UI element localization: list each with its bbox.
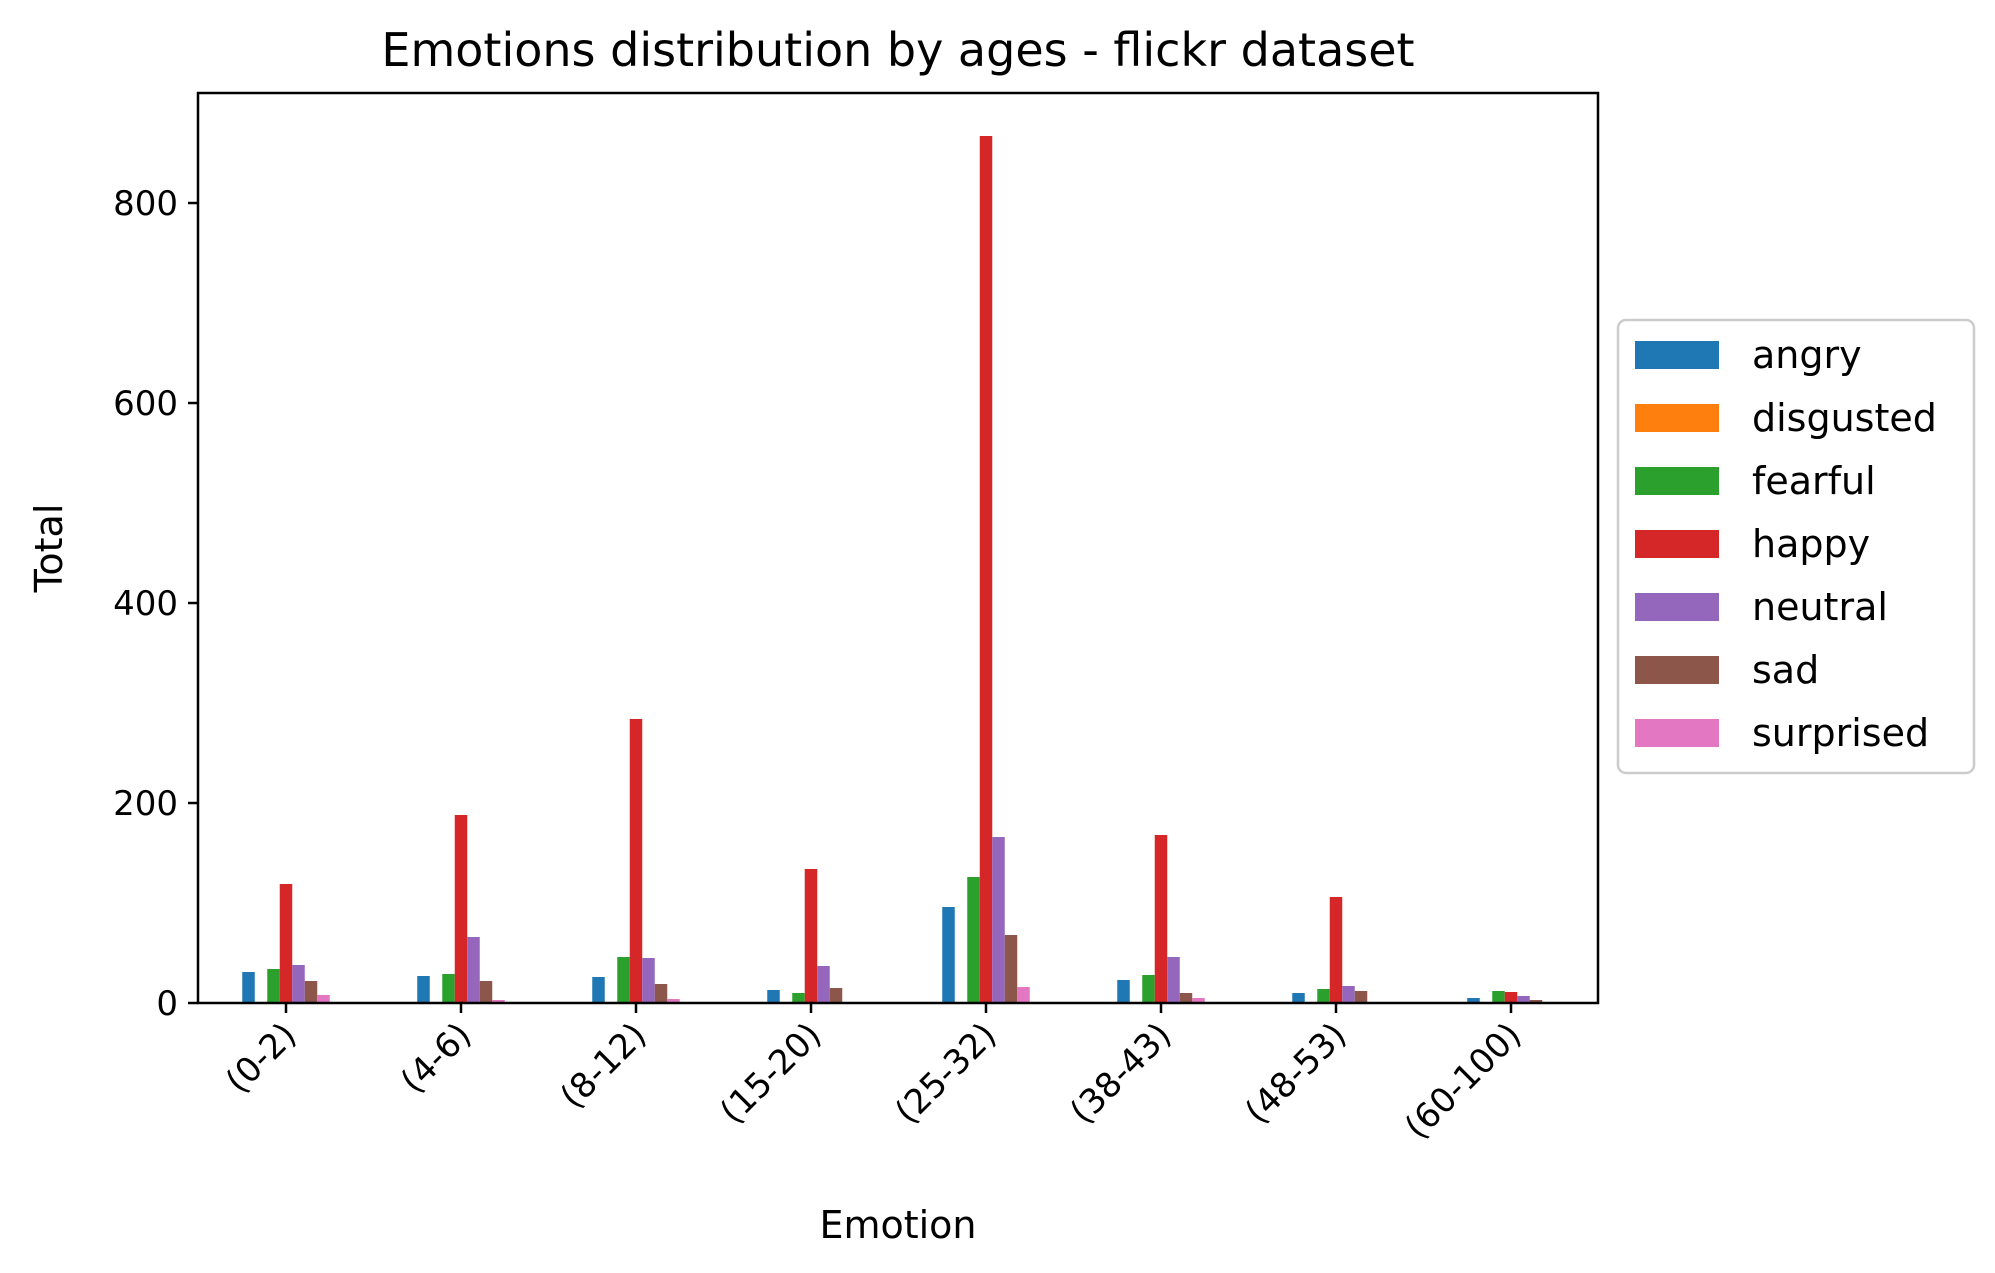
legend-label-happy: happy	[1752, 522, 1870, 566]
bar-sad-1	[479, 981, 493, 1003]
bar-happy-7	[1504, 992, 1518, 1003]
bar-neutral-3	[817, 966, 830, 1003]
bar-fearful-0	[267, 969, 280, 1003]
bar-angry-0	[242, 972, 255, 1003]
y-tick-label: 0	[156, 984, 178, 1024]
y-tick-label: 400	[113, 584, 178, 624]
bar-neutral-0	[292, 965, 305, 1003]
bar-fearful-5	[1142, 975, 1155, 1003]
legend-label-surprised: surprised	[1752, 711, 1929, 755]
bar-happy-2	[629, 719, 643, 1003]
bar-neutral-2	[642, 958, 655, 1003]
bar-neutral-4	[992, 837, 1005, 1003]
bar-fearful-3	[792, 993, 805, 1003]
bar-happy-1	[454, 815, 468, 1003]
bar-neutral-6	[1342, 986, 1355, 1003]
legend: angry disgusted fearful happy neutral sad surp…	[1616, 318, 1976, 775]
bar-sad-3	[829, 988, 843, 1003]
bar-fearful-2	[617, 957, 630, 1003]
x-tick-label: (38-43)	[1062, 1015, 1179, 1132]
bar-sad-6	[1354, 991, 1368, 1003]
legend-swatch-fearful	[1635, 467, 1719, 495]
x-tick-label: (8-12)	[553, 1015, 655, 1117]
bar-sad-4	[1004, 935, 1018, 1003]
bar-neutral-5	[1167, 957, 1180, 1003]
bar-happy-0	[279, 884, 293, 1003]
legend-label-neutral: neutral	[1752, 585, 1888, 629]
legend-swatch-angry	[1635, 341, 1719, 369]
bar-angry-4	[942, 907, 955, 1003]
bar-sad-7	[1529, 1000, 1543, 1003]
bar-happy-3	[804, 869, 818, 1003]
bar-fearful-6	[1317, 989, 1330, 1003]
bar-angry-5	[1117, 980, 1130, 1003]
bar-neutral-7	[1517, 996, 1530, 1003]
bar-angry-1	[417, 976, 430, 1003]
bar-sad-0	[304, 981, 318, 1003]
legend-swatch-happy	[1635, 530, 1719, 558]
legend-swatch-sad	[1635, 656, 1719, 684]
x-axis: (0-2) (4-6) (8-12) (15-20) (25-32) (38-43) (48…	[218, 1003, 1529, 1147]
bar-sad-2	[654, 984, 668, 1003]
bar-fearful-1	[442, 974, 455, 1003]
legend-label-disgusted: disgusted	[1752, 396, 1937, 440]
x-tick-label: (48-53)	[1237, 1015, 1354, 1132]
y-axis-label: Total	[27, 504, 71, 594]
legend-label-sad: sad	[1752, 648, 1819, 692]
bar-surprised-2	[667, 999, 680, 1003]
x-tick-label: (4-6)	[393, 1015, 479, 1101]
bar-angry-6	[1292, 993, 1305, 1003]
legend-swatch-neutral	[1635, 593, 1719, 621]
plot-frame	[196, 91, 1600, 1005]
legend-label-fearful: fearful	[1752, 459, 1876, 503]
bar-surprised-4	[1017, 987, 1030, 1003]
y-tick-label: 600	[113, 384, 178, 424]
bar-happy-5	[1154, 835, 1168, 1003]
x-tick-label: (25-32)	[887, 1015, 1004, 1132]
x-tick-label: (15-20)	[712, 1015, 829, 1132]
x-tick-label: (0-2)	[218, 1015, 304, 1101]
bar-angry-2	[592, 977, 605, 1003]
legend-swatch-disgusted	[1635, 404, 1719, 432]
legend-swatch-surprised	[1635, 719, 1719, 747]
chart-title: Emotions distribution by ages - flickr d…	[381, 23, 1414, 77]
bars-group	[242, 136, 1555, 1003]
bar-angry-3	[767, 990, 780, 1003]
y-tick-label: 800	[113, 184, 178, 224]
x-tick-label: (60-100)	[1397, 1015, 1529, 1147]
bar-fearful-4	[967, 877, 980, 1003]
bar-neutral-1	[467, 937, 480, 1003]
y-tick-label: 200	[113, 784, 178, 824]
bar-sad-5	[1179, 993, 1193, 1003]
bar-angry-7	[1467, 998, 1480, 1003]
y-axis: 0 200 400 600 800	[113, 184, 198, 1024]
bar-surprised-1	[492, 1000, 505, 1003]
bar-happy-4	[979, 136, 993, 1003]
legend-label-angry: angry	[1752, 333, 1862, 377]
bar-surprised-0	[317, 995, 330, 1003]
bar-happy-6	[1329, 897, 1343, 1003]
x-axis-label: Emotion	[819, 1203, 976, 1247]
bar-fearful-7	[1492, 991, 1505, 1003]
bar-surprised-5	[1192, 998, 1205, 1003]
